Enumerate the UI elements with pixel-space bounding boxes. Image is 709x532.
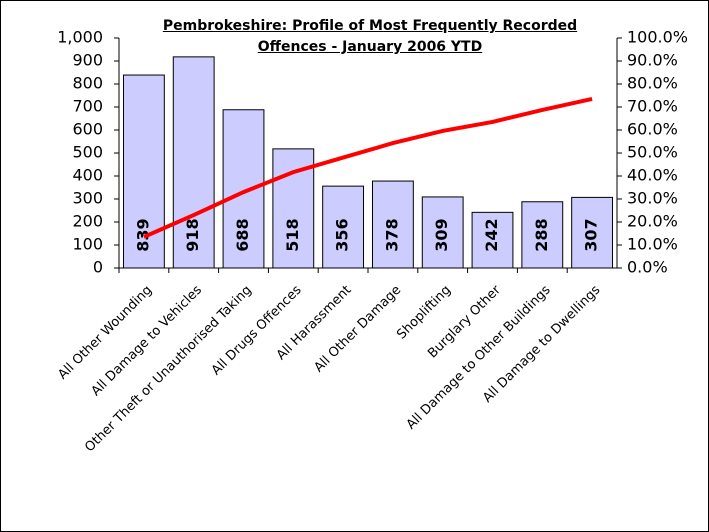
bar	[371, 180, 414, 269]
y2-tick-label: 50.0%	[627, 143, 678, 162]
data-label: 378	[382, 218, 401, 251]
data-label: 288	[532, 218, 551, 251]
y-tick-label: 400	[72, 166, 103, 185]
y-tick-label: 100	[72, 235, 103, 254]
bar	[172, 56, 215, 269]
y-tick-label: 500	[72, 143, 103, 162]
bar	[222, 109, 265, 269]
chart-title: Pembrokeshire: Profile of Most Frequentl…	[162, 18, 578, 55]
bar	[571, 196, 614, 269]
data-label: 688	[233, 218, 252, 251]
y2-tick-label: 30.0%	[627, 189, 678, 208]
data-label: 242	[482, 218, 501, 251]
bar	[471, 211, 514, 269]
y2-tick-label: 40.0%	[627, 166, 678, 185]
y-tick-label: 800	[72, 74, 103, 93]
data-label: 918	[183, 218, 202, 251]
y-tick-label: 0	[93, 258, 103, 277]
y-tick-label: 300	[72, 189, 103, 208]
y-tick-label: 200	[72, 212, 103, 231]
data-label: 518	[283, 218, 302, 251]
y2-tick-label: 60.0%	[627, 120, 678, 139]
y2-tick-label: 20.0%	[627, 212, 678, 231]
y-tick-label: 900	[72, 51, 103, 70]
cumulative-line	[143, 96, 593, 239]
y2-tick-label: 70.0%	[627, 97, 678, 116]
y-tick-label: 1,000	[57, 28, 103, 47]
y2-tick-label: 90.0%	[627, 51, 678, 70]
y2-tick-label: 0.0%	[627, 258, 668, 277]
y-tick-label: 700	[72, 97, 103, 116]
y-tick-label: 600	[72, 120, 103, 139]
data-label: 356	[333, 218, 352, 251]
bar	[421, 196, 464, 269]
y2-tick-label: 100.0%	[627, 28, 688, 47]
y2-tick-label: 10.0%	[627, 235, 678, 254]
y2-tick-label: 80.0%	[627, 74, 678, 93]
bar	[322, 185, 365, 269]
data-label: 307	[582, 218, 601, 251]
data-label: 839	[133, 218, 152, 251]
data-label: 309	[432, 218, 451, 251]
